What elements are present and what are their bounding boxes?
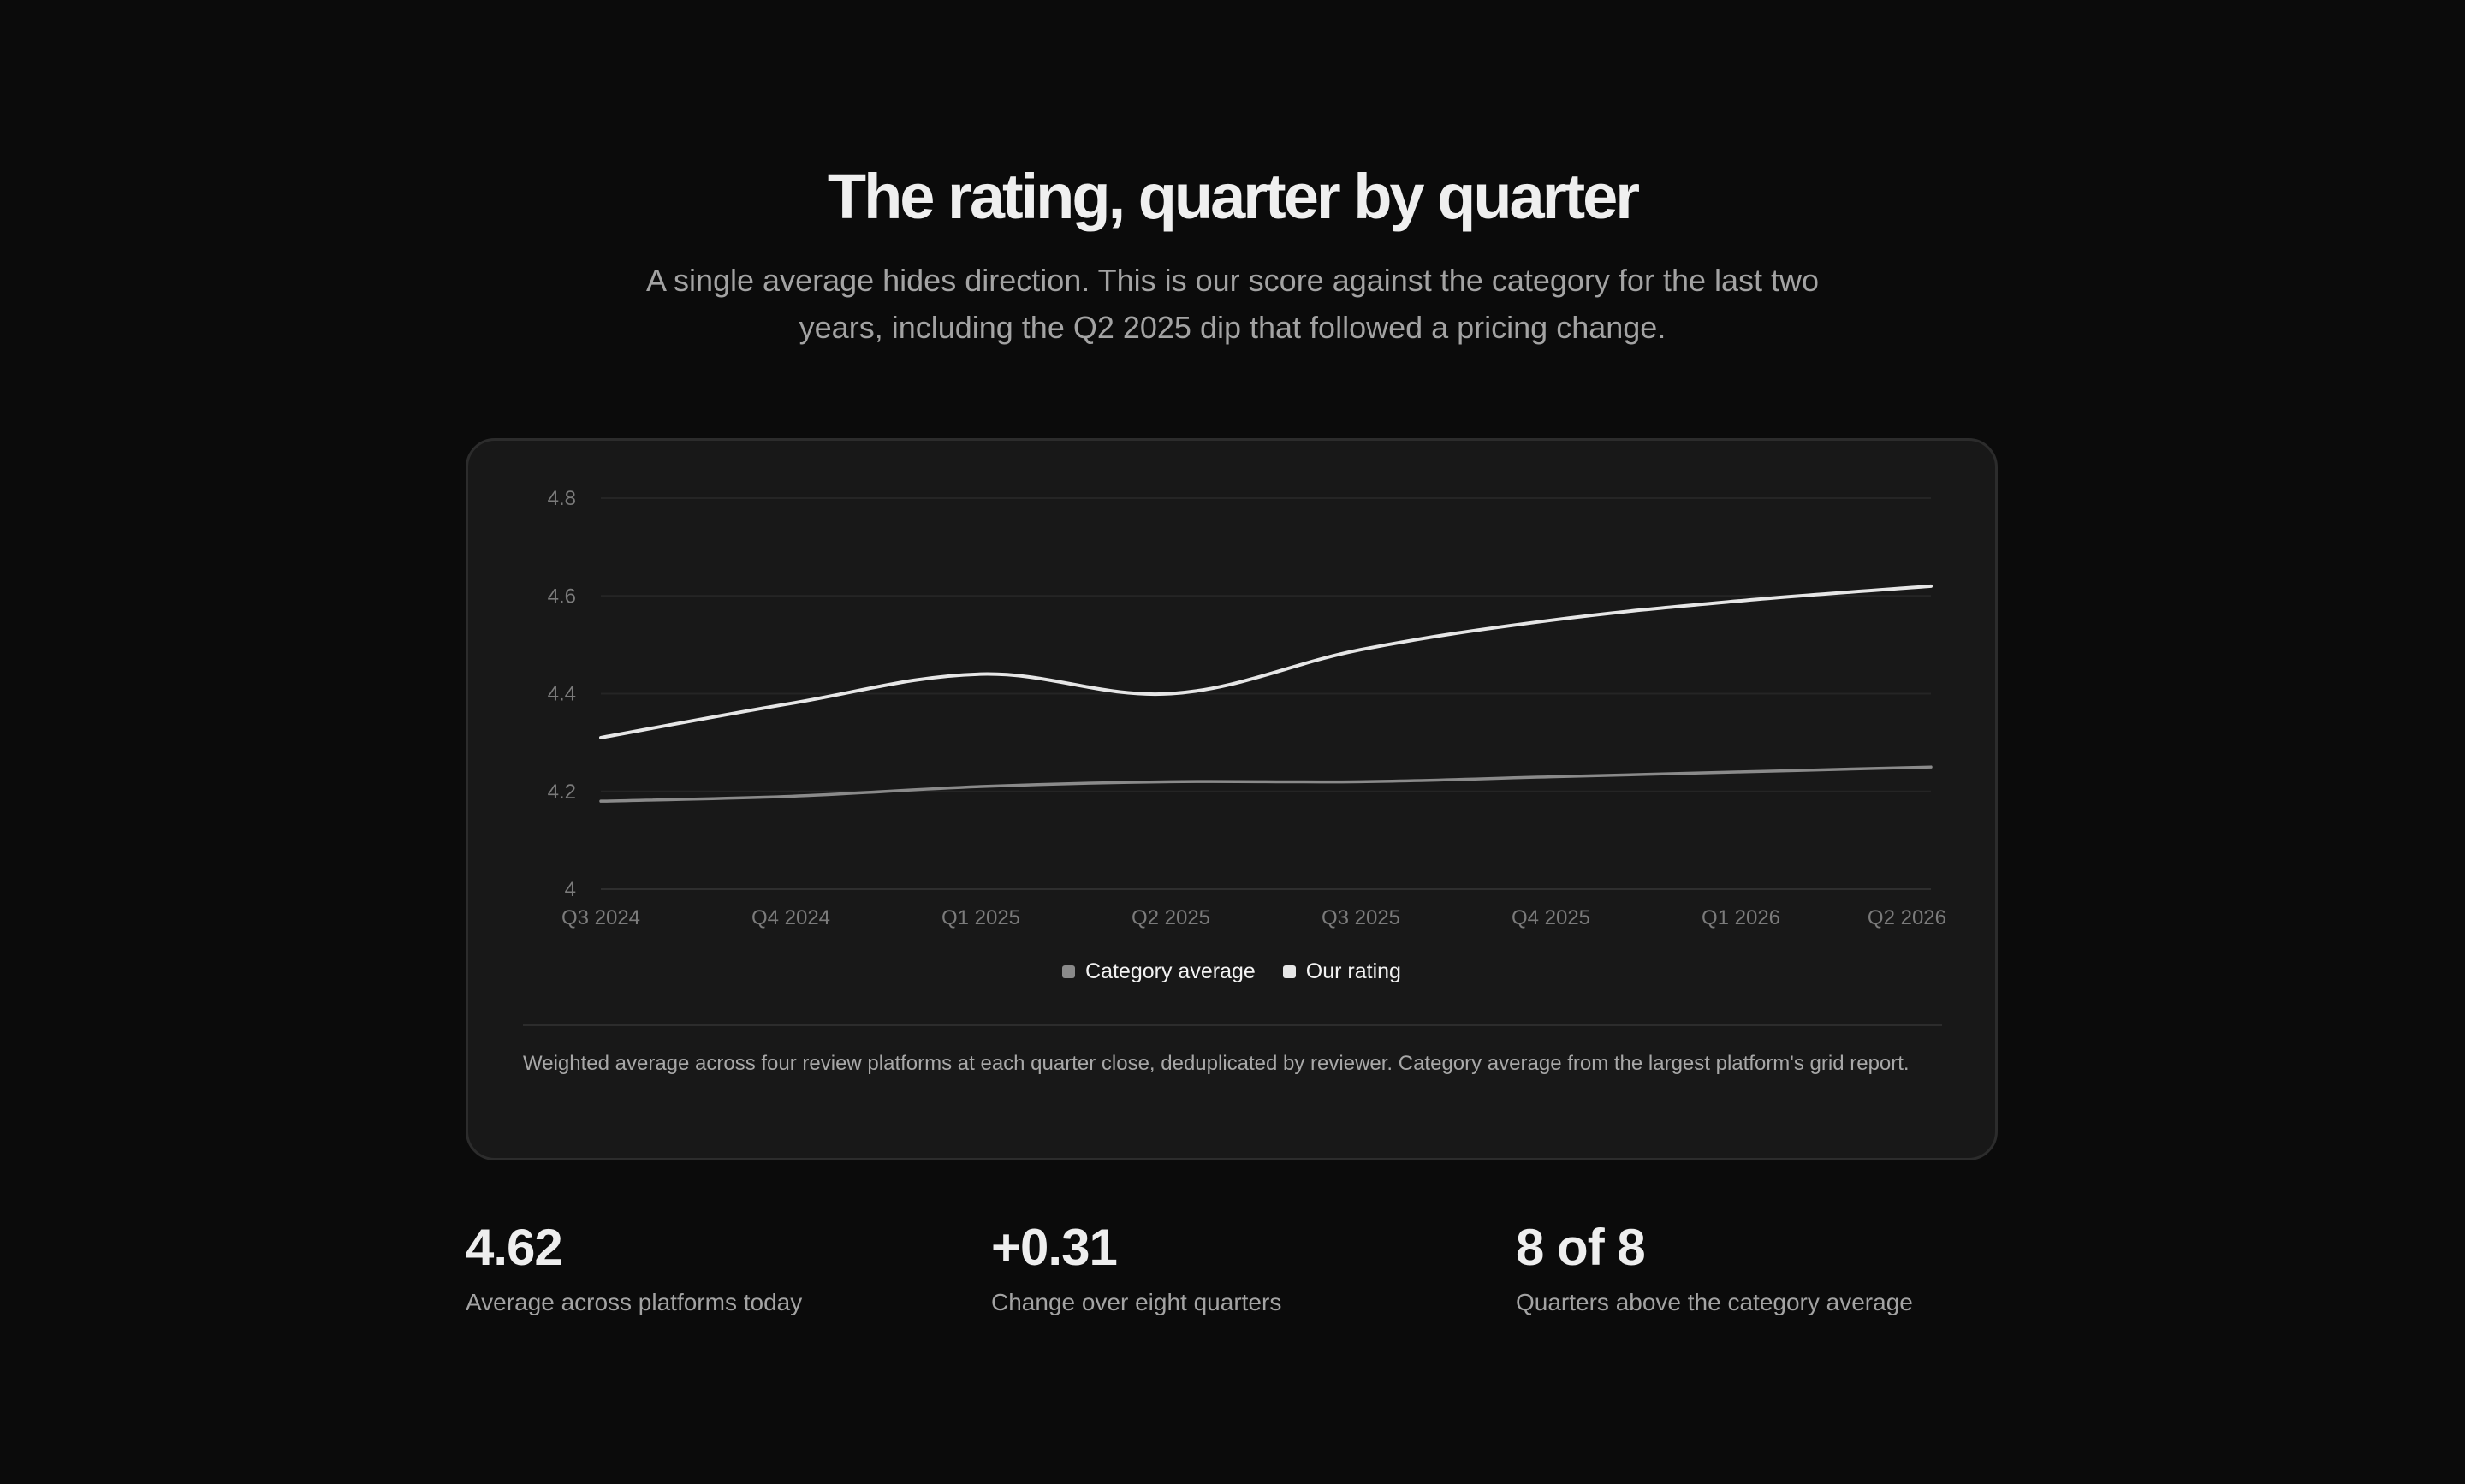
stat-change: +0.31 Change over eight quarters [991, 1214, 1281, 1318]
y-tick-label: 4.6 [548, 585, 576, 608]
series-line-our-rating [599, 584, 1933, 739]
grid-lines [601, 497, 1931, 890]
legend-item-category-average: Category average [1062, 959, 1256, 984]
chart-legend: Category average Our rating [468, 959, 1995, 984]
legend-label-category-average: Category average [1085, 959, 1256, 983]
page-subtitle: A single average hides direction. This i… [645, 263, 1820, 345]
x-tick-label: Q1 2026 [1702, 906, 1780, 929]
x-tick-label: Q4 2024 [751, 906, 830, 929]
chart-footnote: Weighted average across four review plat… [523, 1052, 1910, 1075]
stat-label: Quarters above the category average [1516, 1289, 1913, 1315]
series-lines [599, 584, 1933, 803]
page-title: The rating, quarter by quarter [827, 161, 1640, 232]
series-line-category-average [599, 765, 1933, 803]
y-tick-label: 4.2 [548, 781, 576, 804]
chart-card: 4 4.2 4.4 4.6 4.8 Q3 2024 Q4 2024 Q1 2025 Q2 20… [466, 438, 1998, 1160]
stat-quarters-above: 8 of 8 Quarters above the category avera… [1516, 1214, 1913, 1318]
stat-current-average: 4.62 Average across platforms today [466, 1214, 802, 1318]
stat-value: 8 of 8 [1516, 1219, 1646, 1276]
x-tick-label: Q3 2025 [1322, 906, 1400, 929]
legend-swatch-category-average [1062, 965, 1076, 978]
y-axis-ticks: 4 4.2 4.4 4.6 4.8 [548, 487, 576, 901]
x-tick-label: Q2 2026 [1868, 906, 1946, 929]
rating-line-chart: 4 4.2 4.4 4.6 4.8 Q3 2024 Q4 2024 Q1 2025 Q2 20… [548, 487, 1946, 929]
x-tick-label: Q4 2025 [1512, 906, 1590, 929]
stat-label: Change over eight quarters [991, 1289, 1282, 1315]
y-tick-label: 4.4 [548, 683, 576, 706]
legend-swatch-our-rating [1282, 965, 1296, 978]
legend-label-our-rating: Our rating [1305, 959, 1401, 983]
x-tick-label: Q3 2024 [561, 906, 640, 929]
card-divider [523, 1024, 1942, 1026]
y-tick-label: 4.8 [548, 487, 576, 510]
x-tick-label: Q1 2025 [941, 906, 1020, 929]
y-tick-label: 4 [565, 878, 576, 901]
stat-value: +0.31 [991, 1219, 1118, 1276]
legend-item-our-rating: Our rating [1282, 959, 1401, 984]
stat-value: 4.62 [466, 1219, 563, 1276]
x-axis-ticks: Q3 2024 Q4 2024 Q1 2025 Q2 2025 Q3 2025 Q4 20… [561, 906, 1946, 929]
x-tick-label: Q2 2025 [1132, 906, 1210, 929]
stat-label: Average across platforms today [466, 1289, 803, 1315]
